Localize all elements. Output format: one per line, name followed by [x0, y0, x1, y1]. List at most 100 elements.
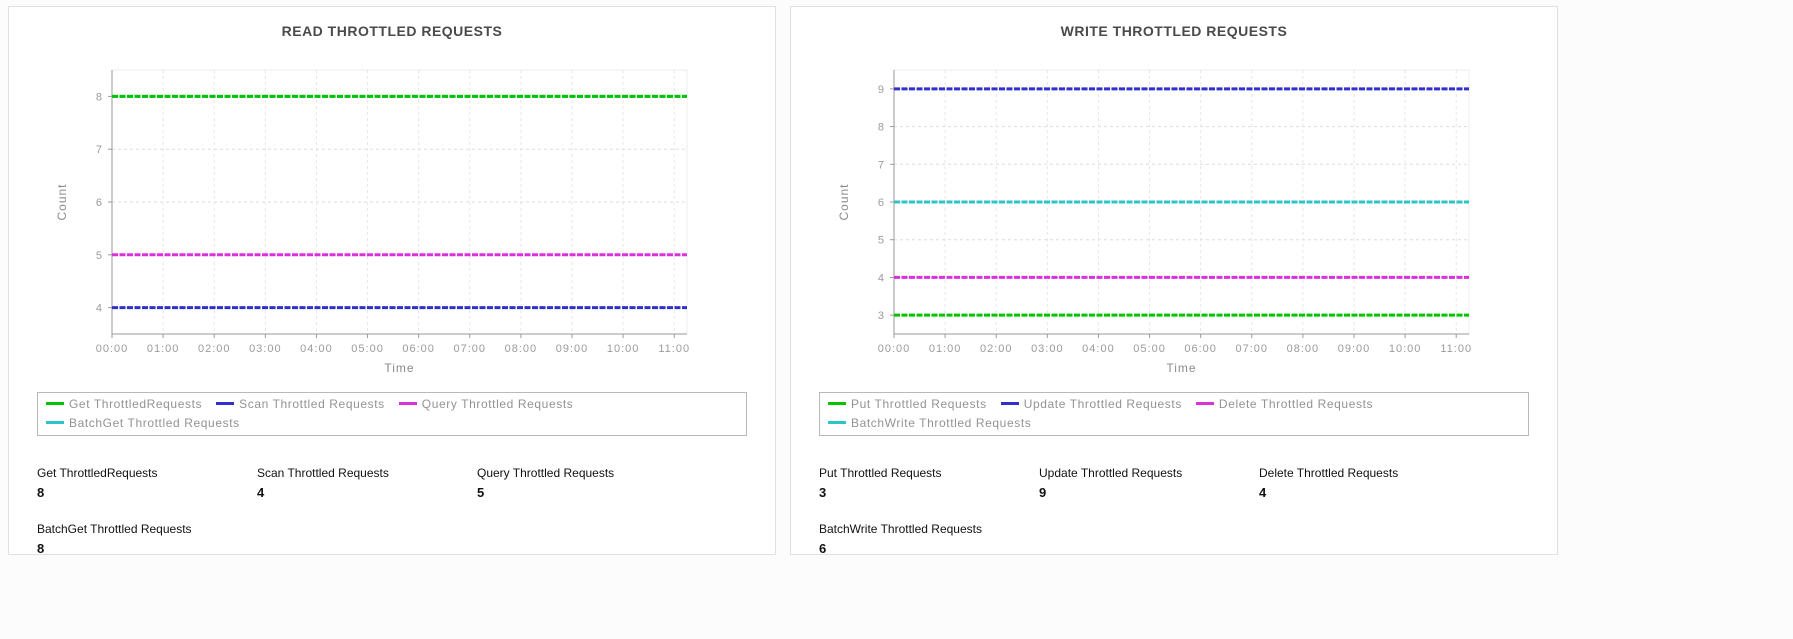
stat-label: Get ThrottledRequests [37, 466, 158, 480]
y-axis-label: Count [55, 183, 69, 220]
x-tick-label: 03:00 [1031, 343, 1064, 355]
y-tick-label: 8 [96, 91, 103, 103]
x-tick-label: 02:00 [980, 343, 1013, 355]
x-tick-label: 06:00 [402, 343, 435, 355]
chart-panel: READ THROTTLED REQUESTS 4 5 6 7 8 00:00 01:00 0… [8, 6, 776, 555]
stat-value: 5 [477, 485, 485, 500]
stat-item: Query Throttled Requests 5 [477, 466, 697, 500]
stat-value: 4 [1259, 485, 1267, 500]
legend-label: Update Throttled Requests [1023, 397, 1182, 411]
stat-value: 8 [37, 541, 45, 555]
x-tick-label: 09:00 [556, 343, 589, 355]
chart-plot: 4 5 6 7 8 00:00 01:00 02:00 03:00 04:00 05:00 06:00… [32, 45, 752, 384]
legend-item: Update Throttled Requests [1000, 397, 1182, 411]
stat-item: Update Throttled Requests 9 [1039, 466, 1259, 500]
chart-stats: Get ThrottledRequests 8 Scan Throttled Req… [37, 466, 775, 555]
stat-value: 9 [1039, 485, 1047, 500]
x-tick-label: 05:00 [1133, 343, 1166, 355]
chart-panel: WRITE THROTTLED REQUESTS 3 4 5 6 7 8 9 00:00 01:… [790, 6, 1558, 555]
y-tick-label: 4 [96, 303, 103, 315]
chart-stats: Put Throttled Requests 3 Update Throttled … [819, 466, 1557, 555]
y-tick-label: 4 [878, 272, 885, 284]
legend-item: Scan Throttled Requests [216, 397, 385, 411]
stat-label: Query Throttled Requests [477, 466, 615, 480]
chart-title: READ THROTTLED REQUESTS [281, 23, 503, 39]
x-tick-label: 02:00 [198, 343, 231, 355]
stat-value: 6 [819, 541, 827, 555]
legend-item: Query Throttled Requests [398, 397, 574, 411]
x-tick-label: 00:00 [96, 343, 129, 355]
stat-item: Put Throttled Requests 3 [819, 466, 1039, 500]
x-tick-label: 07:00 [454, 343, 487, 355]
legend-swatch [46, 402, 64, 406]
legend-row: BatchGet Throttled Requests [46, 414, 738, 433]
legend-item: Get ThrottledRequests [46, 397, 202, 411]
y-tick-label: 7 [878, 159, 885, 171]
x-tick-label: 01:00 [147, 343, 180, 355]
chart-title: WRITE THROTTLED REQUESTS [1060, 23, 1288, 39]
legend-item: Delete Throttled Requests [1195, 397, 1374, 411]
x-tick-label: 04:00 [300, 343, 333, 355]
x-tick-label: 07:00 [1236, 343, 1269, 355]
legend-label: Delete Throttled Requests [1218, 397, 1374, 411]
y-tick-label: 9 [878, 84, 885, 96]
legend-label: BatchGet Throttled Requests [69, 416, 240, 430]
y-tick-label: 7 [96, 144, 103, 156]
stat-label: Scan Throttled Requests [257, 466, 389, 480]
chart-canvas: 4 5 6 7 8 00:00 01:00 02:00 03:00 04:00 05:00 06:00… [55, 69, 690, 375]
legend-label: Put Throttled Requests [851, 397, 987, 411]
stat-item: Scan Throttled Requests 4 [257, 466, 477, 500]
legend-row: Put Throttled Requests Update Throttled R… [828, 395, 1520, 414]
stat-item: BatchGet Throttled Requests 8 [37, 522, 257, 555]
legend-item: Put Throttled Requests [828, 397, 987, 411]
x-tick-label: 11:00 [658, 343, 690, 355]
stat-value: 4 [257, 485, 265, 500]
legend-row: BatchWrite Throttled Requests [828, 414, 1520, 433]
stat-value: 8 [37, 485, 45, 500]
x-tick-label: 06:00 [1184, 343, 1217, 355]
dashboard: READ THROTTLED REQUESTS 4 5 6 7 8 00:00 01:00 0… [8, 6, 1558, 555]
plot-area [111, 69, 688, 335]
legend-item: BatchWrite Throttled Requests [828, 416, 1031, 430]
x-tick-label: 11:00 [1440, 343, 1472, 355]
legend-label: BatchWrite Throttled Requests [851, 416, 1032, 430]
chart-canvas: 3 4 5 6 7 8 9 00:00 01:00 02:00 03:00 04:00 05:00 06:… [837, 69, 1472, 375]
x-axis-label: Time [384, 361, 414, 375]
stat-label: Put Throttled Requests [819, 466, 942, 480]
y-tick-label: 5 [96, 250, 103, 262]
y-tick-label: 5 [878, 235, 885, 247]
legend-swatch [828, 421, 846, 425]
legend-swatch [398, 402, 417, 406]
legend-swatch [828, 402, 846, 406]
x-tick-label: 04:00 [1082, 343, 1115, 355]
legend-label: Get ThrottledRequests [69, 397, 203, 411]
legend-swatch [216, 402, 235, 406]
chart-legend: Put Throttled Requests Update Throttled R… [819, 392, 1529, 436]
x-tick-label: 10:00 [607, 343, 640, 355]
legend-row: Get ThrottledRequests Scan Throttled Requ… [46, 395, 738, 414]
x-tick-label: 00:00 [878, 343, 911, 355]
y-tick-label: 3 [878, 310, 885, 322]
stat-item: Get ThrottledRequests 8 [37, 466, 257, 500]
x-tick-label: 10:00 [1389, 343, 1422, 355]
legend-item: BatchGet Throttled Requests [46, 416, 240, 430]
x-tick-label: 03:00 [249, 343, 282, 355]
stat-label: BatchGet Throttled Requests [37, 522, 192, 536]
stat-item: BatchWrite Throttled Requests 6 [819, 522, 1039, 555]
stat-item: Delete Throttled Requests 4 [1259, 466, 1479, 500]
legend-swatch [1195, 402, 1214, 406]
stat-label: Delete Throttled Requests [1259, 466, 1399, 480]
x-tick-label: 05:00 [351, 343, 384, 355]
legend-label: Query Throttled Requests [421, 397, 574, 411]
legend-swatch [46, 421, 64, 425]
stat-label: BatchWrite Throttled Requests [819, 522, 982, 536]
x-axis-label: Time [1166, 361, 1196, 375]
stat-label: Update Throttled Requests [1039, 466, 1183, 480]
x-tick-label: 09:00 [1338, 343, 1371, 355]
x-tick-label: 08:00 [505, 343, 538, 355]
chart-plot: 3 4 5 6 7 8 9 00:00 01:00 02:00 03:00 04:00 05:00 06:… [814, 45, 1534, 384]
legend-swatch [1000, 402, 1019, 406]
x-tick-label: 08:00 [1287, 343, 1320, 355]
y-axis-label: Count [837, 183, 851, 220]
stat-value: 3 [819, 485, 827, 500]
